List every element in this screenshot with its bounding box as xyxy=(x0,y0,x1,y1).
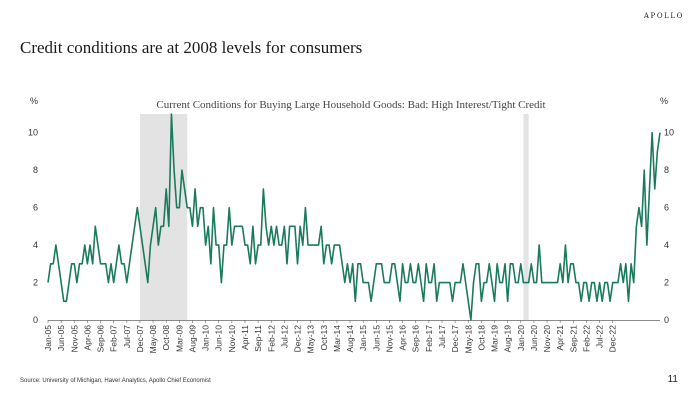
x-tick-label: Feb-12 xyxy=(266,325,276,352)
y-tick-label-right: 10 xyxy=(664,128,674,138)
x-tick-label: Nov-15 xyxy=(384,325,394,353)
y-tick-label-right: 8 xyxy=(664,165,669,175)
x-tick-label: Oct-08 xyxy=(161,325,171,351)
x-tick-label: Jul-17 xyxy=(437,325,447,348)
y-tick-label-left: 4 xyxy=(33,240,38,250)
page-headline: Credit conditions are at 2008 levels for… xyxy=(20,38,363,57)
y-tick-label-left: 0 xyxy=(33,315,38,325)
y-axis-right: 0 2 4 6 8 10 xyxy=(664,128,674,325)
y-tick-label-left: 8 xyxy=(33,165,38,175)
y-tick-label-left: 10 xyxy=(28,128,38,138)
source-note: Source: University of Michigan, Haver An… xyxy=(20,378,211,384)
x-tick-label: Nov-20 xyxy=(542,325,552,353)
x-tick-label: Jul-07 xyxy=(122,325,132,348)
x-tick-label: Jan-10 xyxy=(201,325,211,351)
y-axis-left: 0 2 4 6 8 10 xyxy=(28,128,38,325)
y-axis-unit-right: % xyxy=(660,96,668,106)
y-axis-unit-left: % xyxy=(30,96,38,106)
x-tick-label: May-08 xyxy=(148,325,158,354)
x-tick-label: Jul-12 xyxy=(279,325,289,348)
x-tick-label: Nov-10 xyxy=(227,325,237,353)
x-tick-label: Sep-11 xyxy=(253,325,263,352)
x-tick-label: Apr-11 xyxy=(240,325,250,350)
x-tick-label: Dec-12 xyxy=(293,325,303,353)
y-tick-label-right: 6 xyxy=(664,203,669,213)
recession-band-2 xyxy=(523,114,529,320)
y-tick-label-right: 0 xyxy=(664,315,669,325)
x-tick-label: Jun-20 xyxy=(529,325,539,351)
x-tick-label: Oct-18 xyxy=(476,325,486,351)
x-tick-label: Mar-09 xyxy=(174,325,184,352)
x-tick-label: May-18 xyxy=(463,325,473,354)
x-tick-label: Dec-07 xyxy=(135,325,145,353)
x-tick-label: Apr-21 xyxy=(555,325,565,351)
x-tick-label: Nov-05 xyxy=(69,325,79,353)
x-tick-label: Oct-13 xyxy=(319,325,329,351)
x-tick-label: Apr-06 xyxy=(82,325,92,351)
x-tick-label: Jul-22 xyxy=(595,325,605,348)
x-tick-label: Dec-17 xyxy=(450,325,460,353)
page-number: 11 xyxy=(667,374,678,385)
x-tick-label: May-13 xyxy=(306,325,316,354)
x-tick-label: Aug-19 xyxy=(503,325,513,353)
chart-title: Current Conditions for Buying Large Hous… xyxy=(156,99,545,111)
x-tick-label: Aug-09 xyxy=(187,325,197,353)
x-tick-label: Jan-05 xyxy=(43,325,53,351)
x-tick-label: Sep-06 xyxy=(96,325,106,353)
x-tick-label: Apr-16 xyxy=(398,325,408,351)
x-tick-label: Sep-16 xyxy=(411,325,421,353)
x-tick-label: Jun-05 xyxy=(56,325,66,351)
series-line xyxy=(47,113,661,321)
x-tick-label: Aug-14 xyxy=(345,325,355,353)
x-axis: Jan-05 Jun-05 Nov-05 Apr-06 Sep-06 Feb-07 Jul-… xyxy=(43,320,618,353)
brand-logo: APOLLO xyxy=(643,12,684,20)
x-tick-label: Feb-07 xyxy=(109,325,119,352)
x-tick-label: Jun-15 xyxy=(371,325,381,351)
x-tick-label: Feb-17 xyxy=(424,325,434,352)
y-tick-label-left: 2 xyxy=(33,278,38,288)
x-tick-label: Jun-10 xyxy=(214,325,224,351)
x-tick-label: Sep-21 xyxy=(568,325,578,353)
x-tick-label: Dec-22 xyxy=(608,325,618,353)
y-tick-label-right: 2 xyxy=(664,278,669,288)
x-tick-label: Jan-20 xyxy=(516,325,526,351)
x-tick-label: Feb-22 xyxy=(581,325,591,352)
x-tick-label: Jan-15 xyxy=(358,325,368,351)
x-tick-label: Mar-19 xyxy=(490,325,500,352)
y-tick-label-right: 4 xyxy=(664,240,669,250)
y-tick-label-left: 6 xyxy=(33,203,38,213)
x-tick-label: Mar-14 xyxy=(332,325,342,352)
